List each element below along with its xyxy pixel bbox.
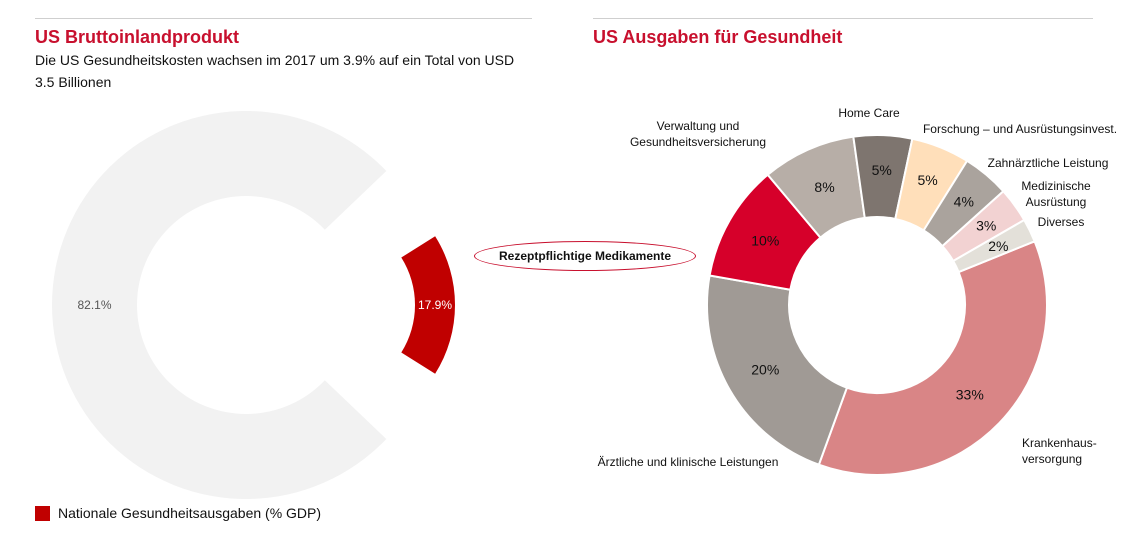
chart-slice-health-spending (401, 236, 455, 374)
chart-value-label-remaining-gdp: 82.1% (77, 298, 111, 312)
legend-swatch (35, 505, 50, 521)
chart-category-label-misc: Diverses (1038, 215, 1085, 229)
chart-category-label-administration: Verwaltung und Gesundheitsversicherung (630, 119, 766, 149)
chart-category-label-dental: Zahnärztliche Leistung (988, 156, 1109, 170)
prescription-drugs-callout: Rezeptpflichtige Medikamente (474, 241, 696, 271)
chart-category-label-research-investment: Forschung – und Ausrüstungsinvest. (923, 122, 1117, 136)
chart-value-label-health-spending: 17.9% (418, 298, 452, 312)
left-chart-legend: Nationale Gesundheitsausgaben (% GDP) (35, 505, 321, 521)
chart-value-label-medical-equipment: 3% (976, 218, 996, 234)
chart-slice-physician-services (706, 274, 849, 467)
right-header-rule (593, 18, 1093, 19)
chart-value-label-research-investment: 5% (917, 172, 937, 188)
chart-category-label-medical-equipment: Medizinische Ausrüstung (1021, 179, 1091, 209)
chart-value-label-dental: 4% (954, 194, 974, 210)
chart-category-label-physician-services: Ärztliche und klinische Leistungen (598, 455, 779, 469)
chart-value-label-hospital-care: 33% (956, 387, 984, 403)
chart-value-label-misc: 2% (988, 238, 1008, 254)
legend-label: Nationale Gesundheitsausgaben (% GDP) (58, 505, 322, 521)
chart-category-label-home-care: Home Care (838, 106, 900, 120)
chart-slice-hospital-care (817, 240, 1048, 476)
chart-value-label-physician-services: 20% (751, 362, 779, 378)
chart-category-label-hospital-care: Krankenhaus-versorgung (1022, 436, 1097, 466)
left-chart-title: US Bruttoinlandprodukt (35, 27, 239, 47)
right-chart-title: US Ausgaben für Gesundheit (593, 27, 843, 47)
chart-slice-misc (951, 218, 1036, 274)
chart-value-label-home-care: 5% (872, 162, 892, 178)
chart-value-label-administration: 8% (814, 179, 834, 195)
chart-value-label-prescription-drugs: 10% (751, 233, 779, 249)
left-chart-subtitle: Die US Gesundheitskosten wachsen im 2017… (35, 52, 515, 90)
left-header-rule (35, 18, 532, 19)
chart-slice-remaining-gdp (52, 110, 387, 499)
